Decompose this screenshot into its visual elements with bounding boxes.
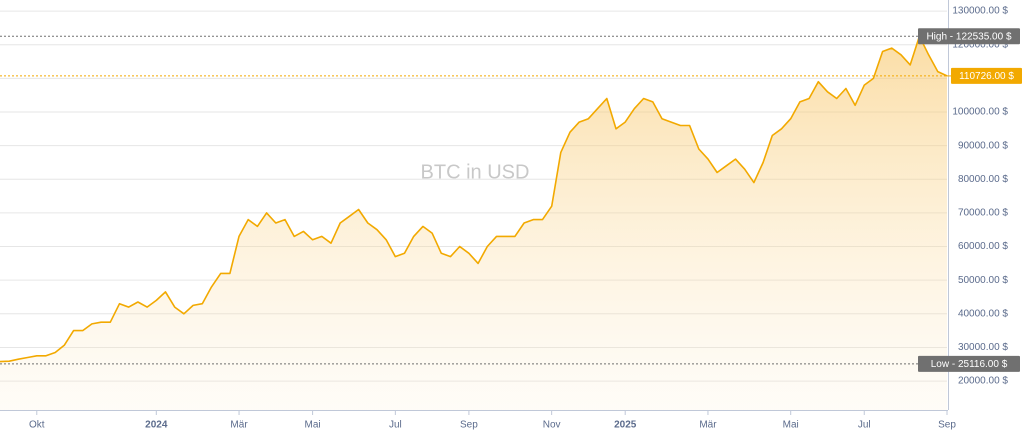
reference-label-box (951, 67, 1022, 84)
x-tick-label: Jul (858, 420, 871, 431)
area (0, 36, 947, 410)
x-tick-label: 2024 (145, 420, 168, 431)
y-tick-label: 80000.00 $ (958, 174, 1008, 185)
x-tick-label: Mär (230, 420, 248, 431)
reference-label-text: 110726.00 $ (959, 71, 1014, 82)
reference-label-text: Low - 25116.00 $ (931, 359, 1008, 370)
reference-label: 110726.00 $ (947, 67, 1022, 84)
y-tick-label: 30000.00 $ (958, 342, 1008, 353)
y-tick-label: 120000.00 $ (952, 39, 1008, 50)
y-tick-label: 70000.00 $ (958, 208, 1008, 219)
reference-label-text: High - 122535.00 $ (926, 31, 1012, 42)
x-tick-label: Nov (543, 420, 561, 431)
reference-label: Low - 25116.00 $ (918, 355, 1020, 372)
price-line (0, 35, 948, 363)
y-tick-label: 100000.00 $ (952, 107, 1008, 118)
reference-label-box (918, 355, 1020, 372)
reference-label: High - 122535.00 $ (918, 28, 1020, 45)
y-tick-label: 60000.00 $ (958, 241, 1008, 252)
x-tick-label: Mai (305, 420, 321, 431)
y-tick-label: 20000.00 $ (958, 376, 1008, 387)
x-tick-label: Mai (783, 420, 799, 431)
x-tick-label: Okt (29, 420, 45, 431)
reference-label-box (918, 28, 1020, 45)
y-tick-label: 50000.00 $ (958, 275, 1008, 286)
y-tick-label: 40000.00 $ (958, 308, 1008, 319)
y-tick-label: 130000.00 $ (952, 6, 1008, 17)
x-tick-label: Jul (389, 420, 402, 431)
x-tick-label: Mär (699, 420, 717, 431)
x-tick-label: 2025 (614, 420, 637, 431)
y-tick-label: 90000.00 $ (958, 140, 1008, 151)
watermark-title: BTC in USD (421, 161, 530, 183)
x-tick-label: Sep (460, 420, 478, 431)
x-tick-label: Sep (938, 420, 956, 431)
